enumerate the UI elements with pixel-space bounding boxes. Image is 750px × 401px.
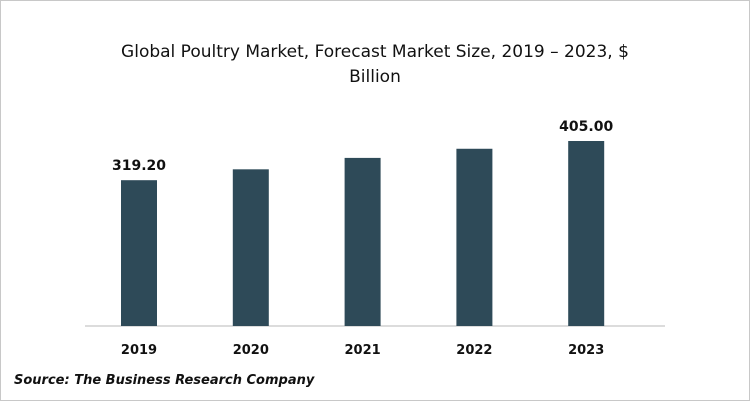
chart-title: Global Poultry Market, Forecast Market S…	[0, 40, 750, 90]
chart-title-line1: Global Poultry Market, Forecast Market S…	[121, 42, 629, 62]
x-tick-label: 2023	[568, 343, 604, 358]
x-tick-label: 2020	[233, 343, 269, 358]
bar-2020	[232, 169, 269, 326]
chart-title-line2: Billion	[349, 67, 401, 87]
bar-2021	[344, 157, 381, 326]
x-tick-label: 2021	[345, 343, 381, 358]
bar-2019	[121, 180, 157, 326]
x-tick-label: 2019	[121, 343, 157, 358]
data-label-2019: 319.20	[112, 158, 166, 174]
bar-2023	[568, 141, 605, 326]
source-note: Source: The Business Research Company	[14, 373, 315, 388]
data-label-2023: 405.00	[559, 119, 613, 135]
bar-2022	[456, 148, 493, 326]
x-tick-label: 2022	[456, 343, 492, 358]
